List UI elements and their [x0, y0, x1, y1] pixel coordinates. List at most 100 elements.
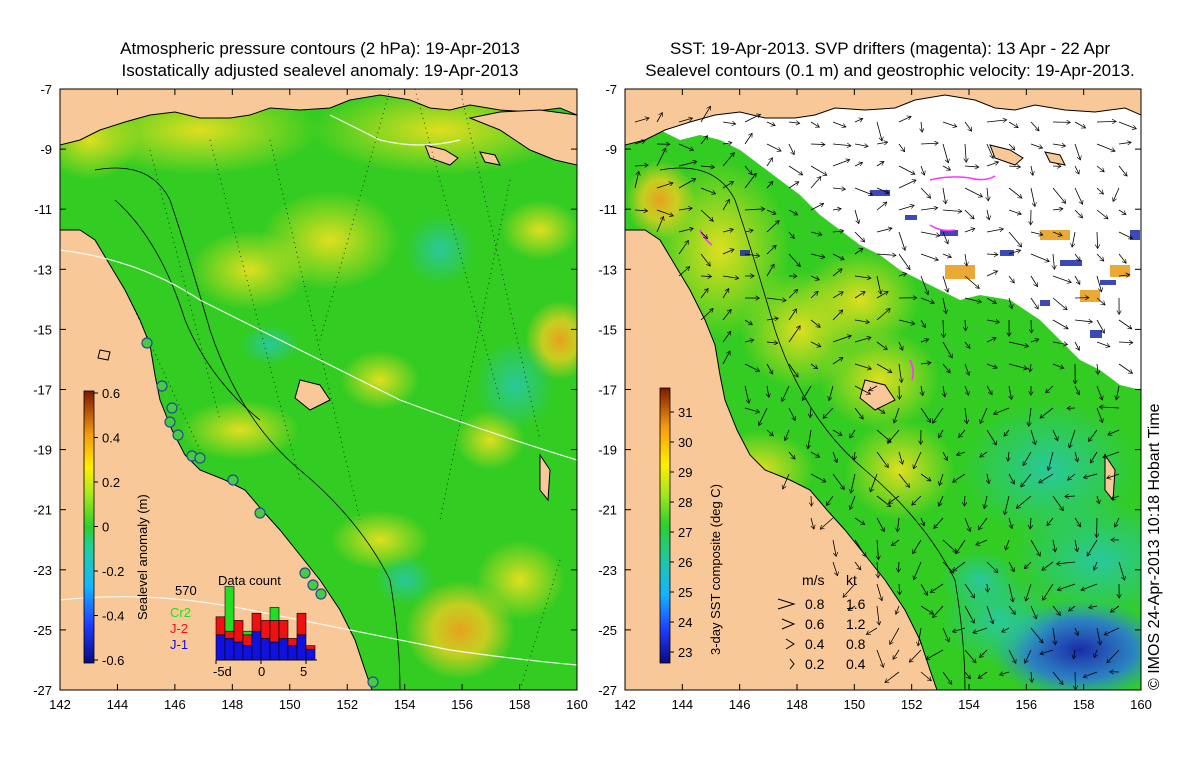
velocity-arrow: [1096, 319, 1104, 333]
velocity-arrow: [920, 319, 926, 328]
velocity-arrow: [832, 336, 851, 343]
velocity-arrow: [876, 202, 887, 211]
velocity-arrow: [766, 221, 779, 233]
speed-legend-rows: 0.8 1.6 0.6 1.2 0.4 0.8 0.2 0.4: [777, 596, 866, 672]
velocity-arrow: [890, 627, 900, 644]
speed-legend-kt-value: 0.4: [846, 656, 866, 672]
velocity-arrow: [964, 671, 970, 679]
velocity-arrow: [964, 166, 979, 167]
velocity-arrow: [700, 209, 713, 221]
velocity-arrow: [942, 253, 951, 257]
velocity-arrow: [1052, 363, 1064, 368]
velocity-arrow: [766, 363, 773, 374]
colorbar-tick-label: 29: [678, 465, 692, 480]
velocity-arrow: [986, 605, 993, 624]
velocity-arrow: [877, 561, 878, 578]
lon-label: 160: [566, 697, 588, 712]
velocity-arrow: [1089, 606, 1098, 608]
left-islands: [97, 144, 551, 502]
lon-label: 150: [843, 697, 865, 712]
velocity-arrow: [1118, 319, 1132, 329]
speed-legend-kt-header: kt: [846, 572, 857, 588]
velocity-arrow: [1108, 429, 1120, 435]
lon-label: 144: [107, 697, 129, 712]
velocity-arrow: [1000, 672, 1010, 675]
velocity-arrow: [964, 209, 974, 219]
data-count-bars: [215, 586, 317, 664]
velocity-arrow: [896, 605, 899, 614]
velocity-arrow: [1103, 451, 1120, 458]
velocity-arrow: [848, 605, 856, 610]
right-velocity-arrows: [634, 106, 1136, 690]
velocity-arrow: [920, 605, 934, 615]
velocity-arrow: [810, 177, 821, 189]
velocity-arrow: [832, 357, 843, 365]
velocity-arrow: [788, 143, 794, 155]
speed-legend-arrow: [785, 638, 795, 650]
velocity-arrow: [744, 385, 749, 403]
lat-label: -7: [605, 82, 617, 97]
velocity-arrow: [933, 605, 944, 618]
velocity-arrow: [986, 143, 993, 158]
velocity-arrow: [1110, 605, 1120, 612]
right-map-title: SST: 19-Apr-2013. SVP drifters (magenta)…: [600, 38, 1180, 82]
velocity-arrow: [832, 269, 842, 277]
velocity-arrow: [810, 253, 825, 257]
velocity-arrow: [1030, 539, 1040, 556]
velocity-arrow: [722, 331, 731, 343]
left-title-line1: Atmospheric pressure contours (2 hPa): 1…: [120, 39, 520, 58]
velocity-arrow: [876, 228, 892, 233]
velocity-arrow: [1008, 605, 1015, 615]
velocity-arrow: [1030, 605, 1037, 619]
velocity-arrow: [920, 671, 931, 681]
lat-label: -9: [40, 142, 52, 157]
velocity-arrow: [1030, 517, 1031, 529]
speed-legend-ms-value: 0.2: [805, 656, 825, 672]
velocity-arrow: [876, 121, 882, 141]
velocity-arrow: [1046, 385, 1054, 393]
lat-label: -11: [599, 202, 617, 217]
colorbar-tick-label: 31: [678, 405, 692, 420]
left-tide-gauges: [141, 337, 379, 688]
right-colorbar-label: 3-day SST composite (deg C): [708, 484, 723, 655]
velocity-arrow: [1096, 209, 1108, 219]
speed-legend-arrow: [789, 658, 795, 670]
lat-label: -27: [33, 683, 52, 698]
velocity-arrow: [1069, 605, 1076, 611]
velocity-arrow: [978, 671, 988, 678]
velocity-arrow: [1107, 649, 1120, 663]
velocity-arrow: [1099, 407, 1120, 408]
velocity-arrow: [876, 341, 887, 350]
velocity-arrow: [942, 165, 951, 170]
lon-label: 146: [164, 697, 186, 712]
lon-label: 152: [336, 697, 358, 712]
velocity-arrow: [987, 187, 988, 201]
velocity-arrow: [984, 495, 988, 509]
velocity-arrow: [1107, 473, 1120, 478]
velocity-arrow: [810, 203, 824, 211]
velocity-arrow: [808, 429, 812, 449]
velocity-arrow: [898, 273, 907, 276]
velocity-arrow: [980, 649, 988, 658]
colorbar-tick-label: 23: [678, 645, 692, 660]
colorbar-tick-label: -0.6: [102, 653, 124, 668]
velocity-arrow: [964, 121, 972, 131]
velocity-arrow: [722, 143, 732, 144]
velocity-arrow: [810, 451, 820, 458]
velocity-arrow: [1052, 342, 1068, 345]
velocity-arrow: [1096, 407, 1103, 423]
data-count-max: 570: [175, 583, 197, 598]
lon-label: 142: [614, 697, 636, 712]
velocity-arrow: [909, 649, 922, 662]
left-land-australia: [60, 229, 373, 690]
velocity-arrow: [744, 173, 756, 189]
velocity-arrow: [1074, 320, 1092, 322]
velocity-arrow: [1096, 165, 1104, 172]
colorbar-tick-label: 24: [678, 615, 692, 630]
velocity-arrow: [832, 121, 846, 127]
velocity-arrow: [942, 671, 952, 684]
histogram-bar-j2: [287, 638, 298, 646]
velocity-arrow: [921, 121, 922, 132]
velocity-arrow: [634, 141, 645, 145]
velocity-arrow: [1042, 561, 1054, 570]
